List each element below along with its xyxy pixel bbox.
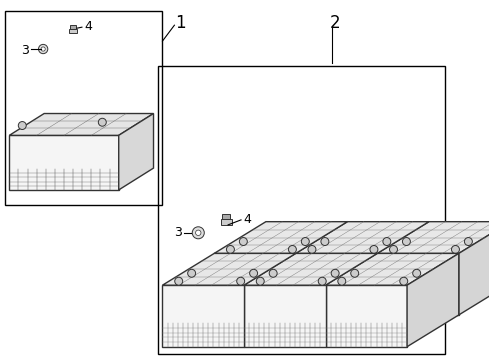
Polygon shape bbox=[214, 253, 295, 315]
Circle shape bbox=[413, 269, 420, 277]
Polygon shape bbox=[214, 222, 347, 253]
Circle shape bbox=[400, 277, 408, 285]
Polygon shape bbox=[377, 253, 459, 315]
Text: 1: 1 bbox=[175, 14, 186, 32]
Circle shape bbox=[256, 277, 264, 285]
Polygon shape bbox=[9, 113, 153, 135]
Bar bbox=[220, 219, 232, 225]
Polygon shape bbox=[295, 253, 377, 315]
Circle shape bbox=[370, 246, 378, 253]
Polygon shape bbox=[325, 253, 459, 285]
Circle shape bbox=[383, 238, 391, 246]
Text: 3: 3 bbox=[174, 226, 182, 239]
Polygon shape bbox=[244, 285, 325, 347]
Bar bbox=[158, 66, 445, 354]
Circle shape bbox=[308, 246, 316, 253]
Circle shape bbox=[390, 246, 397, 253]
Polygon shape bbox=[325, 285, 407, 347]
Bar bbox=[69, 28, 77, 33]
Text: 2: 2 bbox=[329, 14, 340, 32]
Circle shape bbox=[196, 230, 201, 235]
Bar bbox=[222, 215, 230, 219]
Circle shape bbox=[451, 246, 460, 253]
Circle shape bbox=[465, 238, 472, 246]
Polygon shape bbox=[407, 253, 459, 347]
Circle shape bbox=[240, 238, 247, 246]
Circle shape bbox=[188, 269, 196, 277]
Circle shape bbox=[338, 277, 346, 285]
Circle shape bbox=[41, 47, 45, 51]
Polygon shape bbox=[9, 135, 119, 190]
Circle shape bbox=[269, 269, 277, 277]
Circle shape bbox=[237, 277, 245, 285]
Polygon shape bbox=[244, 253, 377, 285]
Circle shape bbox=[402, 238, 411, 246]
Bar bbox=[70, 25, 76, 28]
Text: 4: 4 bbox=[84, 20, 92, 33]
Circle shape bbox=[175, 277, 183, 285]
Circle shape bbox=[301, 238, 309, 246]
Circle shape bbox=[39, 44, 48, 54]
Polygon shape bbox=[459, 222, 490, 315]
Circle shape bbox=[18, 122, 26, 130]
Polygon shape bbox=[163, 285, 244, 347]
Circle shape bbox=[192, 227, 204, 239]
Bar bbox=[5, 11, 163, 205]
Circle shape bbox=[321, 238, 329, 246]
Circle shape bbox=[331, 269, 339, 277]
Circle shape bbox=[351, 269, 359, 277]
Circle shape bbox=[289, 246, 296, 253]
Circle shape bbox=[249, 269, 258, 277]
Polygon shape bbox=[295, 222, 429, 253]
Circle shape bbox=[98, 118, 106, 126]
Polygon shape bbox=[119, 113, 153, 190]
Polygon shape bbox=[163, 253, 295, 285]
Text: 3: 3 bbox=[22, 44, 29, 57]
Text: 4: 4 bbox=[243, 213, 251, 226]
Polygon shape bbox=[377, 222, 490, 253]
Circle shape bbox=[318, 277, 326, 285]
Circle shape bbox=[226, 246, 234, 253]
